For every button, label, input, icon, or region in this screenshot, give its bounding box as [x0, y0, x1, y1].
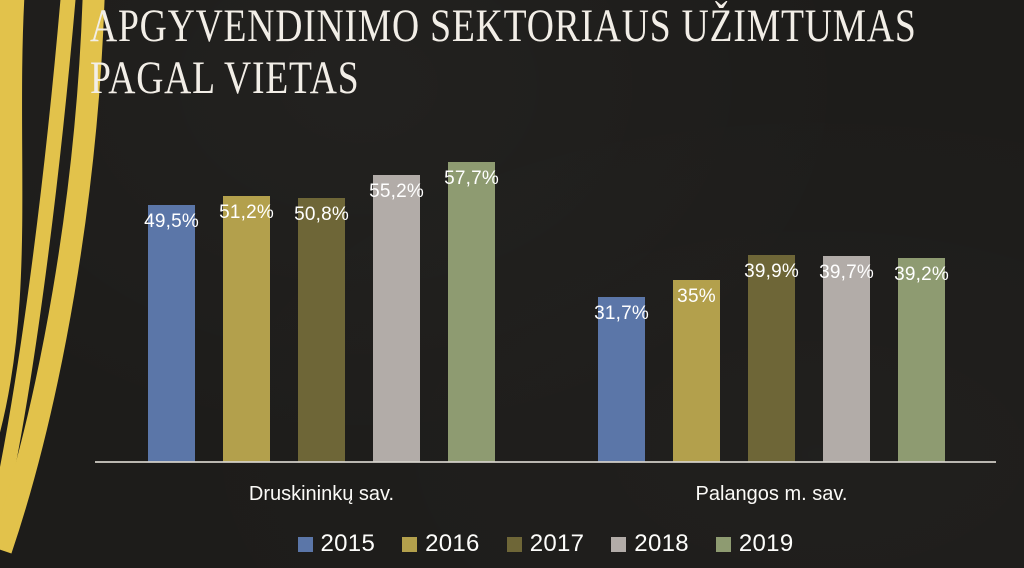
bar-value-label: 57,7%	[444, 168, 499, 189]
bar-2016-1: 51,2%	[219, 196, 274, 462]
category-label-1: Druskininkų sav.	[248, 483, 395, 505]
bar-2016-2: 35%	[673, 280, 720, 462]
bar-2017-1: 50,8%	[294, 198, 349, 462]
legend-item-2018: 2018	[611, 530, 689, 558]
legend-label: 2015	[320, 530, 376, 557]
legend-label: 2016	[425, 530, 480, 557]
legend-item-2015: 2015	[297, 530, 376, 558]
legend-label: 2017	[529, 530, 585, 557]
bar-2017-2: 39,9%	[744, 255, 799, 462]
bar-2019-2: 39,2%	[894, 258, 949, 462]
bar-value-label: 39,9%	[744, 261, 799, 282]
bar-value-label: 35%	[677, 286, 716, 307]
bar-value-label: 39,2%	[894, 264, 949, 285]
bar-group-1: 49,5% 51,2% 50,8% 55,2% 57,7%	[144, 162, 499, 462]
bar-2018-1: 55,2%	[369, 175, 424, 462]
legend-swatch-icon	[506, 536, 522, 552]
legend-item-2019: 2019	[715, 530, 794, 558]
legend-item-2017: 2017	[506, 530, 585, 558]
title-line-1: APGYVENDINIMO SEKTORIAUS UŽIMTUMAS	[90, 0, 917, 52]
bar-value-label: 31,7%	[594, 303, 649, 324]
bar-value-label: 50,8%	[294, 204, 349, 225]
page-title: APGYVENDINIMO SEKTORIAUS UŽIMTUMAS PAGAL…	[90, 0, 917, 104]
bar-value-label: 39,7%	[819, 262, 874, 283]
legend-swatch-icon	[715, 536, 731, 552]
bar-2015-1: 49,5%	[144, 205, 199, 462]
wavy-ribbons-icon	[0, 0, 105, 554]
bar-2015-2: 31,7%	[594, 297, 649, 462]
category-label-2: Palangos m. sav.	[695, 483, 848, 505]
title-line-2: PAGAL VIETAS	[90, 52, 360, 104]
bar-2018-2: 39,7%	[819, 256, 874, 462]
bar-value-label: 49,5%	[144, 211, 199, 232]
legend-label: 2019	[738, 530, 794, 557]
x-axis-line	[95, 461, 996, 463]
legend: 2015 2016 2017 2018 2019	[95, 530, 996, 558]
bar-value-label: 55,2%	[369, 181, 424, 202]
bar-value-label: 51,2%	[219, 202, 274, 223]
bar-group-2: 31,7% 35% 39,9% 39,7% 39,2%	[594, 255, 949, 462]
legend-swatch-icon	[611, 536, 627, 552]
legend-item-2016: 2016	[402, 530, 480, 558]
legend-swatch-icon	[402, 536, 418, 552]
bar-2019-1: 57,7%	[444, 162, 499, 462]
legend-label: 2018	[634, 530, 689, 557]
legend-swatch-icon	[297, 536, 313, 552]
